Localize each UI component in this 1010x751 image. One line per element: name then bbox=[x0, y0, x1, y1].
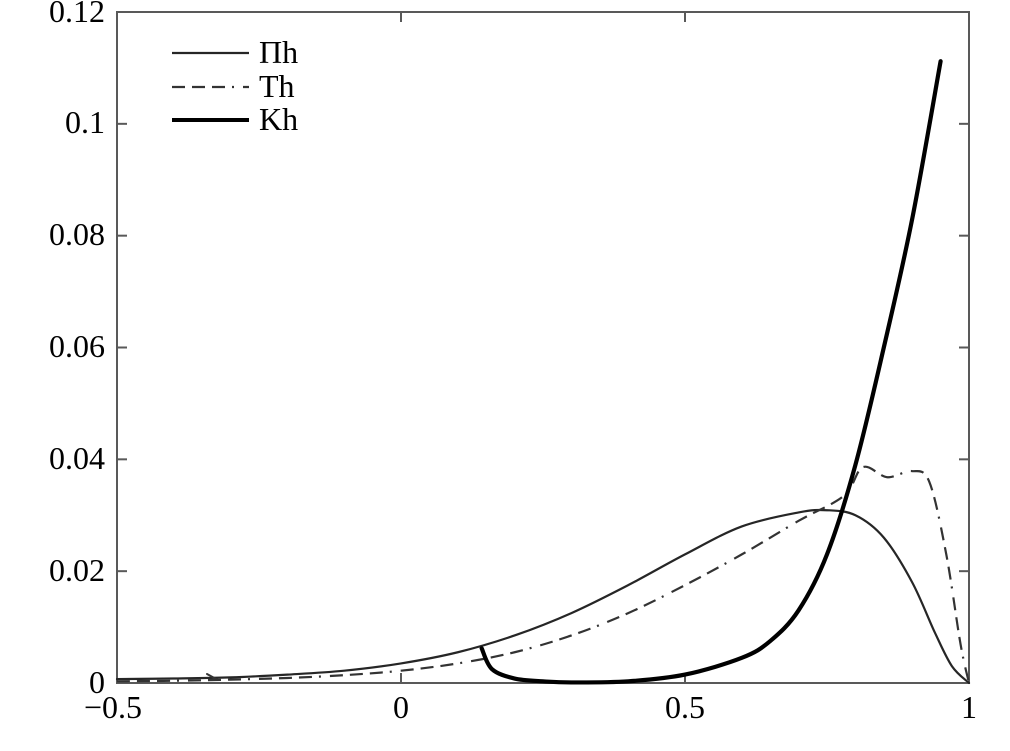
svg-text:0.04: 0.04 bbox=[49, 440, 105, 476]
svg-text:1: 1 bbox=[961, 689, 977, 725]
svg-text:0.12: 0.12 bbox=[49, 0, 105, 29]
svg-text:Th: Th bbox=[259, 68, 295, 104]
svg-text:0.5: 0.5 bbox=[665, 689, 705, 725]
svg-text:0: 0 bbox=[393, 689, 409, 725]
svg-text:0.1: 0.1 bbox=[65, 104, 105, 140]
svg-text:0.06: 0.06 bbox=[49, 328, 105, 364]
svg-text:0.02: 0.02 bbox=[49, 552, 105, 588]
svg-text:0.08: 0.08 bbox=[49, 216, 105, 252]
svg-text:Kh: Kh bbox=[259, 101, 298, 137]
svg-text:−0.5: −0.5 bbox=[84, 689, 142, 725]
svg-text:Πh: Πh bbox=[259, 34, 298, 70]
